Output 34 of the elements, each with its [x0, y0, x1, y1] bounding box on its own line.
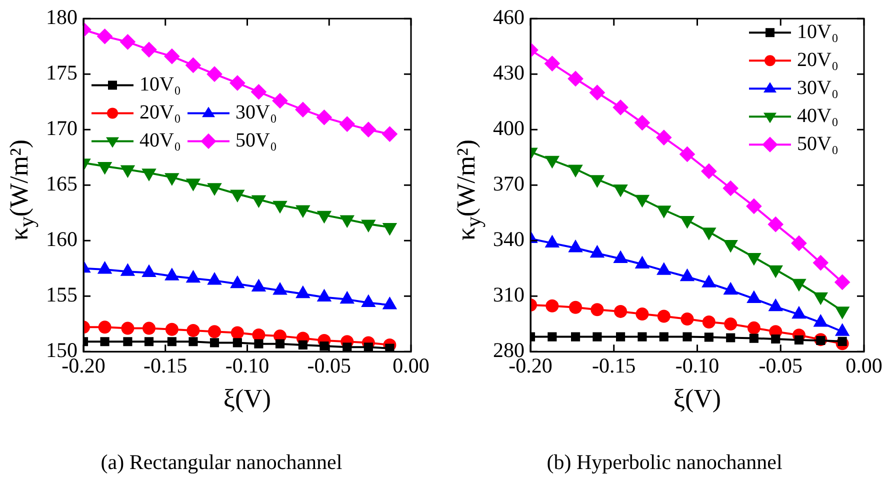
y-tick-label: 340: [493, 227, 524, 252]
legend-label: 50V₀: [236, 129, 277, 152]
x-tick-label: 0.00: [392, 354, 430, 378]
y-tick-label: 370: [493, 172, 524, 196]
x-tick-label: 0.00: [846, 354, 882, 378]
legend-label: 10V₀: [797, 20, 838, 43]
y-tick-label: 460: [493, 5, 524, 30]
legend-label: 40V₀: [797, 104, 838, 127]
legend-label: 30V₀: [236, 101, 277, 124]
y-tick-label: 155: [46, 282, 78, 307]
x-tick-label: -0.10: [675, 354, 720, 378]
y-tick-label: 400: [493, 116, 524, 140]
x-tick-label: -0.15: [592, 354, 636, 378]
legend-label: 20V₀: [140, 101, 181, 124]
text: (b) Hyperbolic nanochannel: [546, 450, 784, 475]
text: (a) Rectangular nanochannel: [100, 450, 344, 475]
legend-label: 50V₀: [797, 132, 838, 155]
y-tick-label: 160: [46, 227, 78, 252]
y-tick-label: 165: [46, 172, 78, 196]
y-tick-label: 310: [493, 282, 524, 307]
x-axis-title: ξ(V): [223, 384, 272, 414]
legend-label: 30V₀: [797, 76, 838, 99]
x-tick-label: -0.05: [307, 354, 351, 378]
legend-label: 20V₀: [797, 48, 838, 71]
x-axis-title: ξ(V): [673, 384, 722, 414]
legend-label: 10V₀: [140, 73, 181, 96]
x-tick-label: -0.10: [225, 354, 270, 378]
x-tick-label: -0.05: [758, 354, 802, 378]
y-tick-label: 430: [493, 60, 524, 85]
legend-label: 40V₀: [140, 129, 181, 152]
y-tick-label: 175: [46, 60, 78, 85]
y-tick-label: 180: [46, 5, 78, 30]
y-tick-label: 170: [46, 116, 78, 140]
x-tick-label: -0.15: [144, 354, 188, 378]
